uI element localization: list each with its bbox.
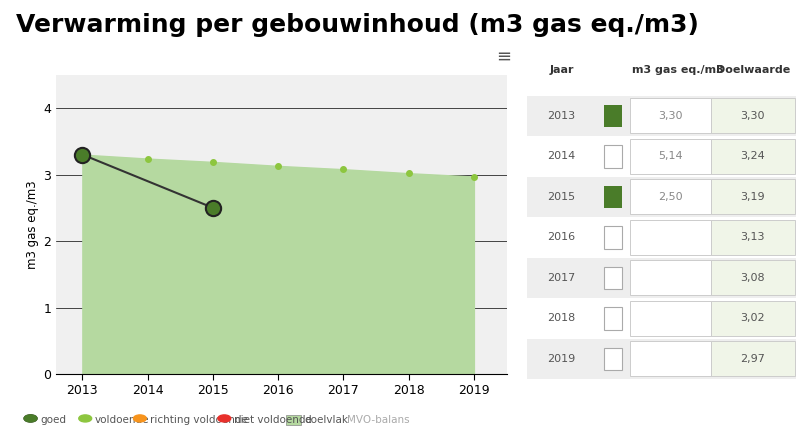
Text: goed: goed [40, 415, 66, 425]
FancyBboxPatch shape [710, 180, 793, 214]
Text: richting voldoende: richting voldoende [149, 415, 247, 425]
Text: 3,02: 3,02 [740, 313, 764, 323]
FancyBboxPatch shape [710, 139, 793, 174]
Y-axis label: m3 gas eq./m3: m3 gas eq./m3 [26, 180, 39, 269]
FancyBboxPatch shape [710, 99, 793, 133]
FancyBboxPatch shape [526, 258, 795, 298]
Text: 5,14: 5,14 [658, 151, 683, 161]
FancyBboxPatch shape [526, 177, 795, 217]
FancyBboxPatch shape [603, 145, 621, 168]
Text: 2019: 2019 [547, 354, 575, 364]
Text: 2014: 2014 [547, 151, 575, 161]
Text: 2018: 2018 [547, 313, 575, 323]
FancyBboxPatch shape [630, 341, 710, 377]
FancyBboxPatch shape [526, 339, 795, 379]
FancyBboxPatch shape [526, 298, 795, 339]
Text: doelvlak: doelvlak [304, 415, 348, 425]
FancyBboxPatch shape [630, 139, 710, 174]
FancyBboxPatch shape [603, 105, 621, 127]
Text: voldoende: voldoende [95, 415, 149, 425]
FancyBboxPatch shape [603, 307, 621, 330]
FancyBboxPatch shape [710, 301, 793, 336]
Text: 3,30: 3,30 [740, 111, 764, 121]
Text: 2,50: 2,50 [658, 192, 683, 202]
FancyBboxPatch shape [603, 226, 621, 249]
Text: 2015: 2015 [547, 192, 575, 202]
FancyBboxPatch shape [710, 260, 793, 295]
Text: 3,19: 3,19 [740, 192, 764, 202]
FancyBboxPatch shape [603, 186, 621, 208]
Text: 3,30: 3,30 [658, 111, 682, 121]
FancyBboxPatch shape [526, 136, 795, 177]
Text: Jaar: Jaar [548, 65, 573, 75]
FancyBboxPatch shape [526, 95, 795, 136]
Text: Doelwaarde: Doelwaarde [715, 65, 789, 75]
Text: 2017: 2017 [547, 273, 575, 283]
FancyBboxPatch shape [630, 99, 710, 133]
Text: MVO-balans: MVO-balans [346, 415, 409, 425]
Text: 2016: 2016 [547, 232, 575, 242]
Text: niet voldoende: niet voldoende [234, 415, 312, 425]
Text: m3 gas eq./m3: m3 gas eq./m3 [631, 65, 723, 75]
FancyBboxPatch shape [630, 260, 710, 295]
FancyBboxPatch shape [603, 267, 621, 289]
Text: 3,24: 3,24 [740, 151, 764, 161]
FancyBboxPatch shape [630, 301, 710, 336]
FancyBboxPatch shape [630, 220, 710, 255]
FancyBboxPatch shape [710, 220, 793, 255]
Text: 3,08: 3,08 [740, 273, 764, 283]
FancyBboxPatch shape [630, 180, 710, 214]
FancyBboxPatch shape [710, 341, 793, 377]
Text: Verwarming per gebouwinhoud (m3 gas eq./m3): Verwarming per gebouwinhoud (m3 gas eq./… [16, 13, 698, 37]
FancyBboxPatch shape [603, 348, 621, 370]
Text: 2013: 2013 [547, 111, 575, 121]
Text: 3,13: 3,13 [740, 232, 764, 242]
Text: 2,97: 2,97 [740, 354, 764, 364]
Text: ≡: ≡ [495, 48, 511, 66]
FancyBboxPatch shape [526, 217, 795, 258]
